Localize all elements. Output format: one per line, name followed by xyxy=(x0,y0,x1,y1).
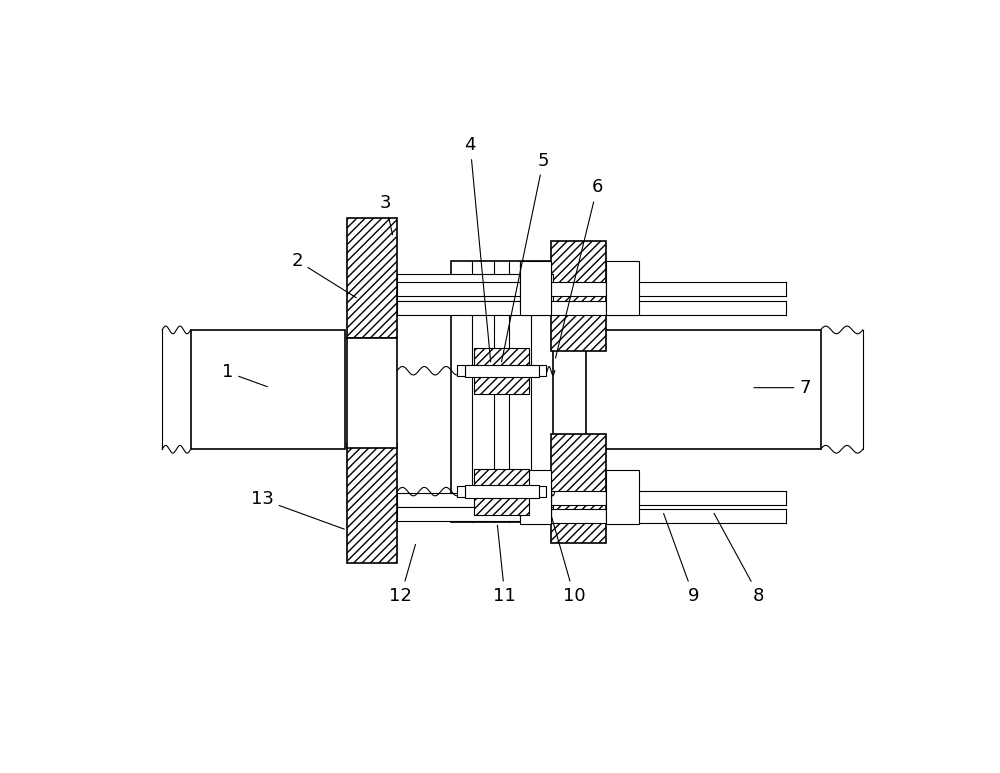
Bar xyxy=(551,509,606,523)
Bar xyxy=(520,263,551,311)
Bar xyxy=(474,348,529,368)
Text: 12: 12 xyxy=(389,544,415,604)
Bar xyxy=(191,330,345,449)
Bar xyxy=(606,261,639,315)
Bar xyxy=(474,374,529,393)
Bar xyxy=(474,495,529,515)
Bar xyxy=(606,470,639,524)
Text: 13: 13 xyxy=(251,490,344,530)
Bar xyxy=(397,301,606,315)
Bar xyxy=(465,365,539,377)
Bar xyxy=(539,366,546,376)
Text: 10: 10 xyxy=(552,517,585,604)
Text: 7: 7 xyxy=(754,379,811,397)
Bar xyxy=(586,330,821,449)
Bar xyxy=(457,366,465,376)
Text: 11: 11 xyxy=(493,525,516,604)
Bar xyxy=(347,338,397,448)
Bar xyxy=(551,241,606,351)
Bar xyxy=(451,261,553,523)
Bar xyxy=(551,434,606,543)
Text: 3: 3 xyxy=(380,194,393,235)
Text: 6: 6 xyxy=(556,179,603,358)
Bar xyxy=(397,493,553,507)
Text: 1: 1 xyxy=(222,363,267,386)
Bar xyxy=(465,485,539,498)
Text: 9: 9 xyxy=(664,513,699,604)
Bar xyxy=(520,472,551,520)
Bar xyxy=(347,218,397,338)
Bar xyxy=(474,468,529,489)
Bar xyxy=(520,470,551,524)
Bar xyxy=(539,486,546,497)
Bar xyxy=(397,507,553,521)
Text: 8: 8 xyxy=(714,513,765,604)
Bar xyxy=(606,472,637,520)
Bar xyxy=(397,282,606,296)
Text: 5: 5 xyxy=(502,152,549,362)
Bar xyxy=(457,486,465,497)
Bar xyxy=(520,261,551,315)
Bar xyxy=(397,288,553,301)
Text: 4: 4 xyxy=(464,136,491,362)
Bar xyxy=(606,263,637,311)
Bar xyxy=(397,274,553,288)
Bar xyxy=(347,444,397,564)
Text: 2: 2 xyxy=(291,252,356,298)
Bar xyxy=(551,491,606,505)
